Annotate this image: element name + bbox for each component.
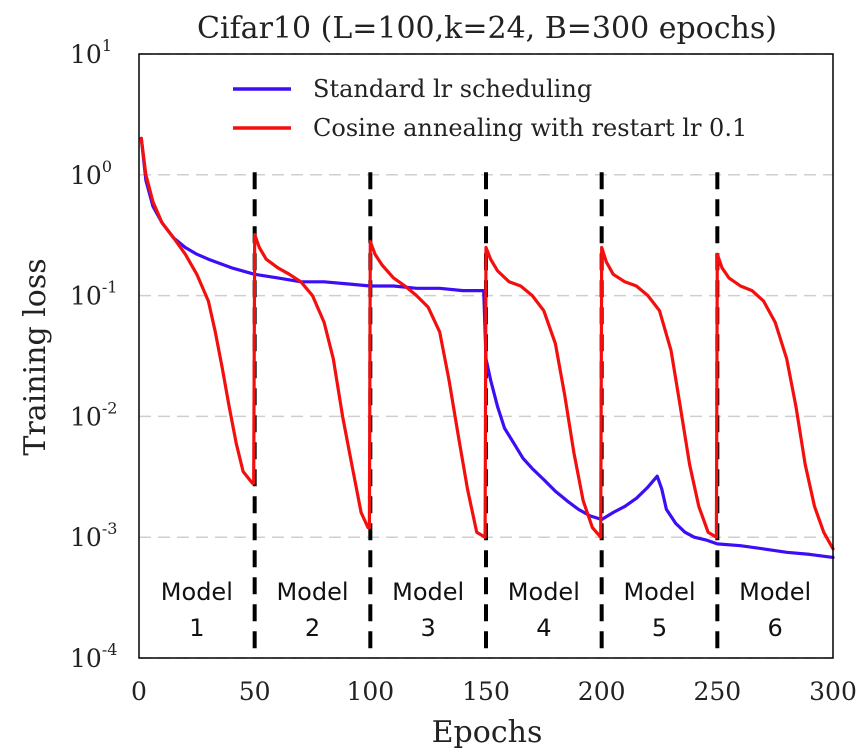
legend: Standard lr scheduling Cosine annealing w… [233,75,747,142]
model-label-2: Model [276,578,348,606]
model-label-3: Model [392,578,464,606]
x-tick-label: 50 [239,677,271,706]
y-tick-label: 10-2 [70,398,117,431]
x-tick-label: 300 [809,677,857,706]
x-tick-label: 200 [578,677,626,706]
series-layer [139,136,835,559]
y-axis-label: Training loss [18,258,53,455]
x-tick-label: 100 [346,677,394,706]
model-number-4: 4 [536,614,551,642]
legend-label-2: Cosine annealing with restart lr 0.1 [313,114,747,142]
series-line-1 [139,136,835,559]
x-axis-label: Epochs [432,715,543,750]
model-number-6: 6 [768,614,783,642]
model-label-6: Model [739,578,811,606]
model-number-1: 1 [189,614,204,642]
model-number-5: 5 [652,614,667,642]
x-tick-label: 250 [693,677,741,706]
y-axis-ticks: 101 100 10-1 10-2 10-3 10-4 [70,36,117,673]
x-tick-label: 0 [131,677,147,706]
y-tick-label: 10-1 [70,278,117,311]
model-label-5: Model [623,578,695,606]
y-tick-label: 10-3 [70,519,117,552]
model-number-2: 2 [305,614,320,642]
y-tick-label: 10-4 [70,640,117,673]
model-number-3: 3 [421,614,436,642]
y-tick-label: 101 [70,36,112,69]
legend-label-1: Standard lr scheduling [313,75,592,103]
model-labels: Model 1 Model 2 Model 3 Model 4 Model 5 Model 6 [161,578,811,642]
x-tick-label: 150 [462,677,510,706]
series-line-2 [139,136,835,551]
plot-frame [138,53,834,659]
chart-title: Cifar10 (L=100,k=24, B=300 epochs) [197,11,777,46]
model-label-1: Model [161,578,233,606]
y-tick-label: 100 [70,157,112,190]
model-label-4: Model [508,578,580,606]
x-axis-ticks: 0 50 100 150 200 250 300 [131,677,857,706]
